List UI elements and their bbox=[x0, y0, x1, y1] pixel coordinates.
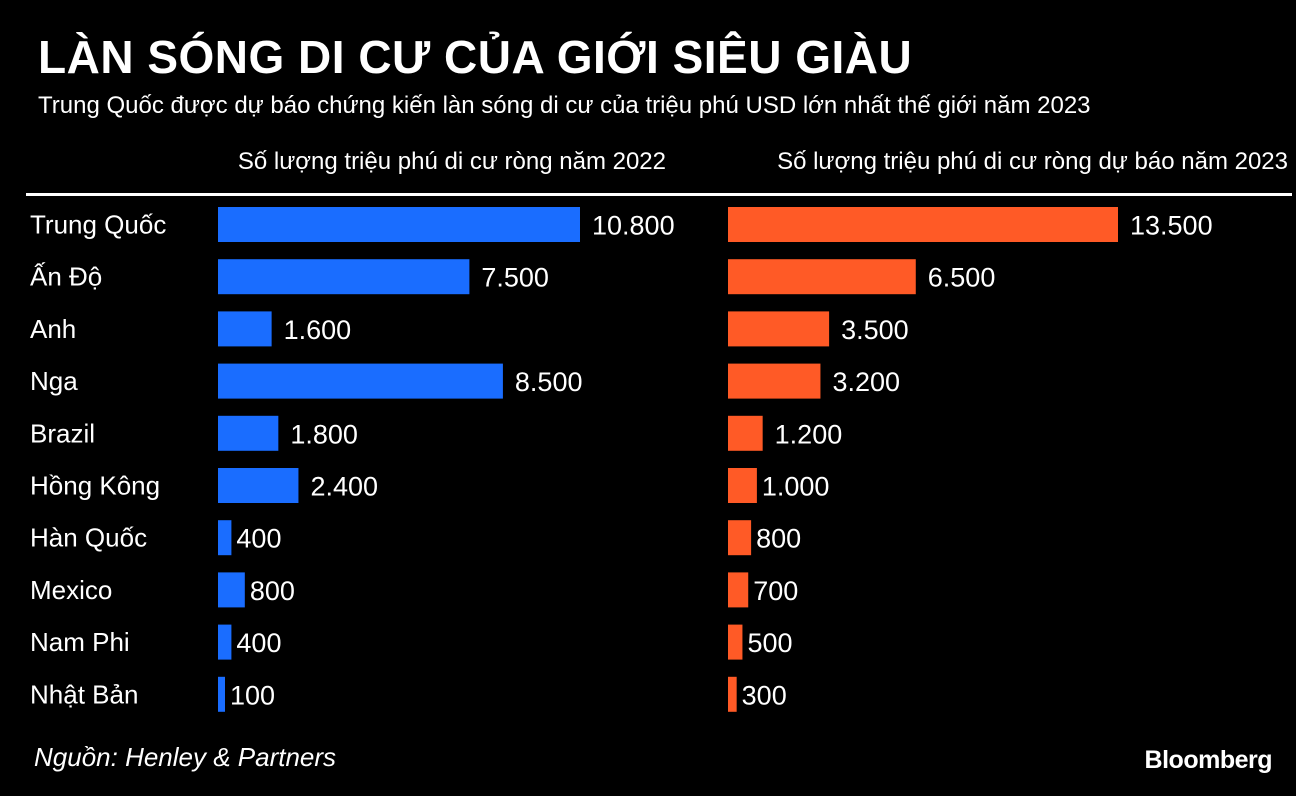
value-label-orange: 800 bbox=[756, 524, 801, 554]
value-label-orange: 6.500 bbox=[928, 263, 996, 293]
source-note: Nguồn: Henley & Partners bbox=[34, 742, 337, 772]
bar-blue bbox=[218, 624, 232, 660]
value-label-blue: 100 bbox=[230, 680, 275, 710]
value-label-blue: 1.600 bbox=[284, 315, 352, 345]
series-header-2022: Số lượng triệu phú di cư ròng năm 2022 bbox=[237, 148, 666, 175]
bar-orange bbox=[728, 624, 743, 660]
bloomberg-logo: Bloomberg bbox=[1144, 746, 1273, 774]
category-label: Brazil bbox=[30, 418, 95, 448]
bar-orange bbox=[728, 207, 1118, 242]
bar-orange bbox=[728, 311, 830, 347]
category-label: Mexico bbox=[30, 575, 112, 605]
chart-subtitle: Trung Quốc được dự báo chứng kiến làn só… bbox=[38, 92, 1091, 119]
value-label-blue: 1.800 bbox=[290, 419, 358, 449]
bar-orange bbox=[728, 259, 916, 295]
value-label-orange: 300 bbox=[742, 680, 787, 710]
category-label: Anh bbox=[30, 314, 76, 344]
category-label: Hồng Kông bbox=[30, 471, 160, 501]
bar-blue bbox=[218, 363, 503, 399]
category-label: Nam Phi bbox=[30, 627, 130, 657]
bar-orange bbox=[728, 363, 821, 399]
bar-orange bbox=[728, 415, 763, 451]
value-label-blue: 2.400 bbox=[310, 472, 378, 502]
bar-blue bbox=[218, 572, 245, 608]
value-label-orange: 1.200 bbox=[775, 419, 843, 449]
bar-orange bbox=[728, 520, 752, 556]
value-label-orange: 1.000 bbox=[762, 472, 830, 502]
chart-title: LÀN SÓNG DI CƯ CỦA GIỚI SIÊU GIÀU bbox=[38, 31, 913, 83]
value-label-blue: 800 bbox=[250, 576, 295, 606]
value-label-blue: 7.500 bbox=[481, 263, 549, 293]
bar-blue bbox=[218, 468, 299, 503]
value-label-orange: 3.500 bbox=[841, 315, 909, 345]
category-label: Hàn Quốc bbox=[30, 523, 147, 553]
value-label-blue: 10.800 bbox=[592, 211, 675, 241]
bar-blue bbox=[218, 207, 580, 242]
category-label: Trung Quốc bbox=[30, 210, 166, 240]
value-label-orange: 700 bbox=[753, 576, 798, 606]
bar-orange bbox=[728, 676, 737, 712]
header-divider bbox=[26, 193, 1292, 196]
value-label-blue: 400 bbox=[236, 628, 281, 658]
bar-orange bbox=[728, 572, 749, 608]
value-label-orange: 3.200 bbox=[832, 367, 900, 397]
bar-orange bbox=[728, 468, 757, 503]
category-label: Nga bbox=[30, 366, 78, 396]
value-label-blue: 8.500 bbox=[515, 367, 583, 397]
category-label: Nhật Bản bbox=[30, 679, 138, 709]
bar-blue bbox=[218, 311, 272, 347]
value-label-blue: 400 bbox=[236, 524, 281, 554]
value-label-orange: 500 bbox=[747, 628, 792, 658]
bar-blue bbox=[218, 259, 470, 295]
series-header-2023: Số lượng triệu phú di cư ròng dự báo năm… bbox=[777, 148, 1288, 175]
category-label: Ấn Độ bbox=[30, 262, 102, 292]
bar-blue bbox=[218, 676, 225, 712]
bar-blue bbox=[218, 520, 232, 556]
value-label-orange: 13.500 bbox=[1130, 211, 1213, 241]
bar-blue bbox=[218, 415, 279, 451]
